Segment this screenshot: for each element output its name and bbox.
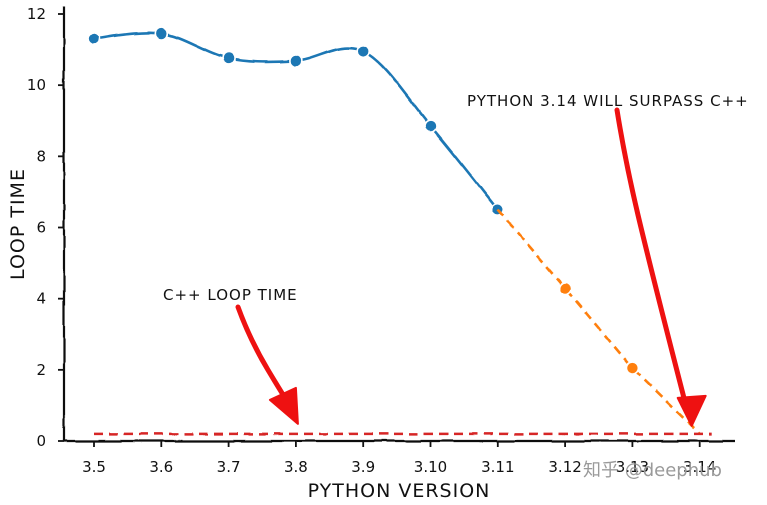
annotation-arrowhead <box>268 386 299 425</box>
data-point <box>289 54 303 68</box>
x-tick-label: 3.6 <box>149 458 173 476</box>
y-tick-label: 10 <box>27 76 46 94</box>
y-tick-label: 0 <box>36 432 46 450</box>
x-tick-label: 3.13 <box>616 458 649 476</box>
data-point <box>356 44 371 59</box>
annotations: PYTHON 3.14 WILL SURPASS C++ C++ LOOP TIM… <box>163 92 749 427</box>
x-axis-label: PYTHON VERSION <box>308 480 491 502</box>
axes <box>62 6 735 443</box>
x-tick-label: 3.11 <box>481 458 514 476</box>
series-layer <box>87 26 712 436</box>
annotation-arrow <box>235 304 291 405</box>
x-tick-label: 3.5 <box>82 458 106 476</box>
data-point <box>154 26 169 41</box>
data-point <box>423 119 438 133</box>
annotation-text: C++ LOOP TIME <box>163 286 298 304</box>
x-tick-label: 3.8 <box>284 458 308 476</box>
watermark-text: 知乎 @deephub <box>583 460 722 481</box>
axis-ticks: 3.5 3.6 3.7 3.8 3.9 3.10 3.11 3.12 3.13 3.14 0 2 4 6 8… <box>27 5 716 476</box>
x-tick-label: 3.12 <box>548 458 581 476</box>
y-tick-label: 4 <box>36 290 46 308</box>
data-point <box>625 361 640 375</box>
data-point <box>558 281 572 295</box>
x-tick-label: 3.14 <box>683 458 716 476</box>
data-point <box>221 51 236 66</box>
annotation-arrowhead <box>676 394 707 427</box>
x-tick-label: 3.9 <box>351 458 375 476</box>
series-line <box>496 208 701 435</box>
y-tick-label: 2 <box>36 361 46 379</box>
x-tick-label: 3.7 <box>217 458 241 476</box>
y-tick-label: 6 <box>36 219 46 237</box>
y-tick-label: 12 <box>27 5 46 23</box>
annotation-arrow <box>614 107 689 409</box>
data-point <box>87 32 101 46</box>
x-tick-label: 3.10 <box>414 458 447 476</box>
y-axis-label: LOOP TIME <box>7 168 29 280</box>
y-tick-label: 8 <box>36 147 46 165</box>
annotation-text: PYTHON 3.14 WILL SURPASS C++ <box>467 92 749 110</box>
